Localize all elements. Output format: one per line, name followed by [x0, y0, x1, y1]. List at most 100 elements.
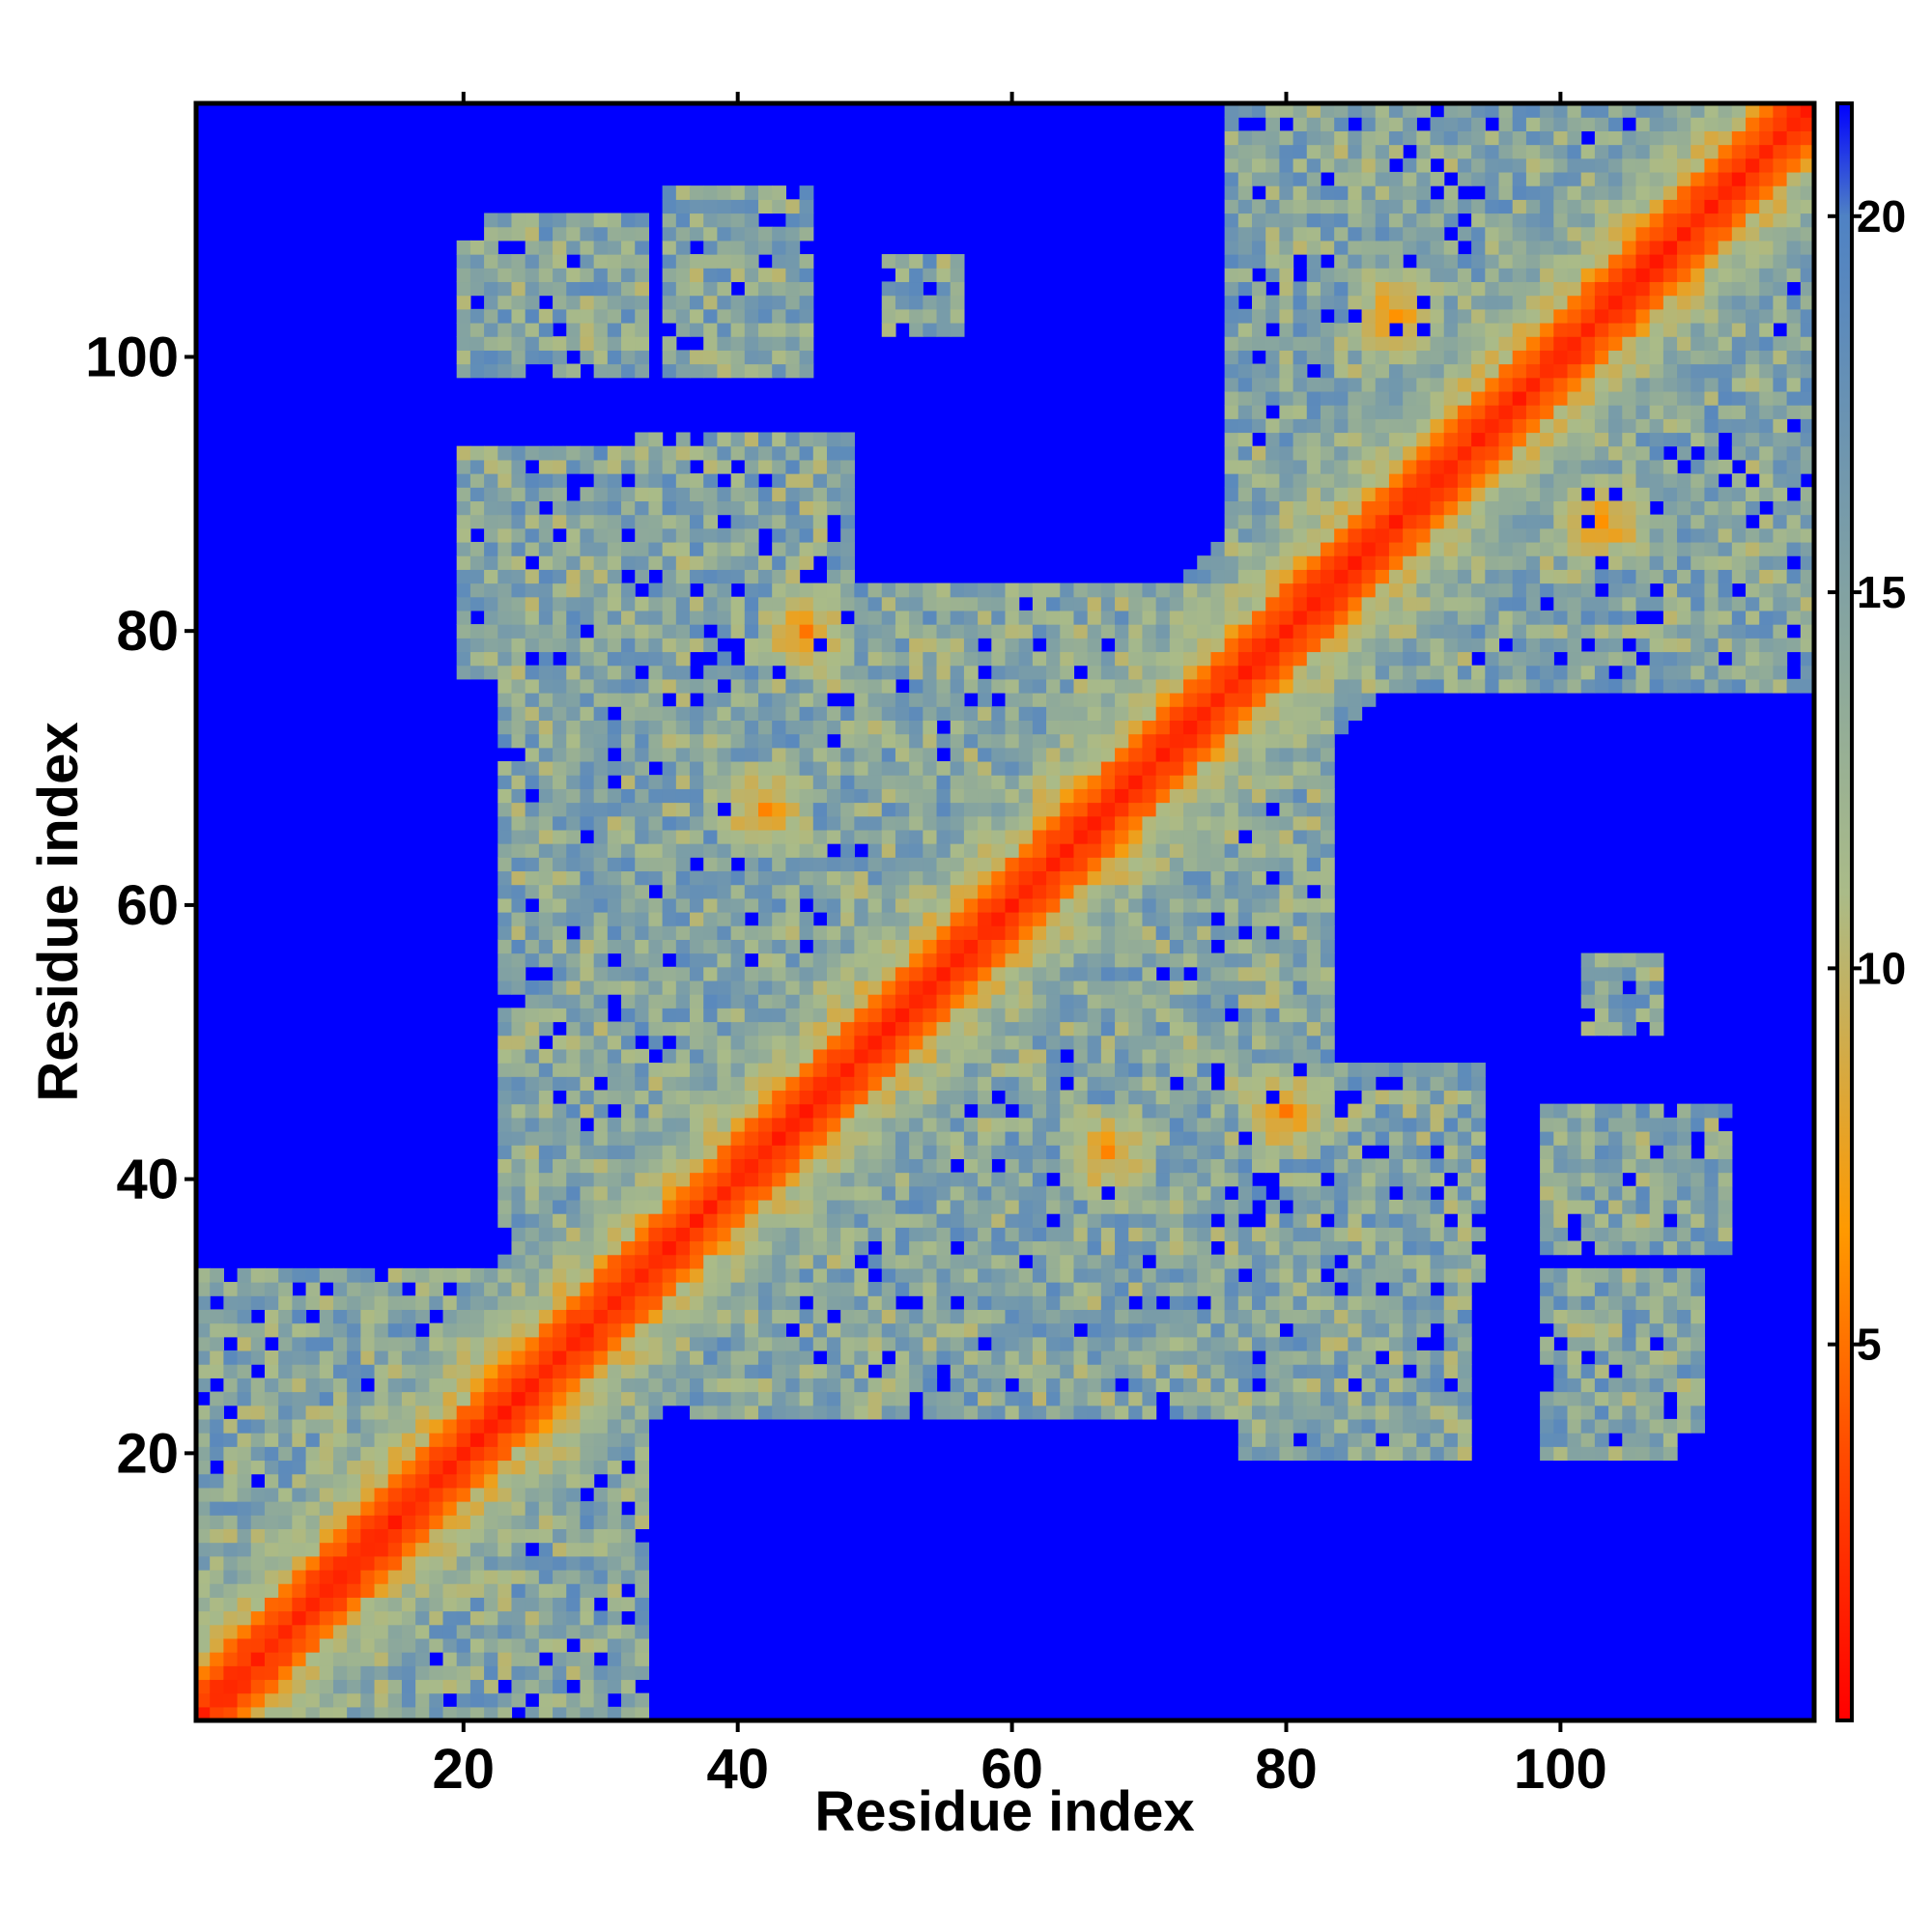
heatmap-cell	[772, 1103, 786, 1119]
heatmap-cell	[675, 1295, 691, 1311]
heatmap-cell	[730, 308, 746, 324]
heatmap-cell	[662, 638, 677, 653]
heatmap-cell	[1237, 226, 1253, 242]
heatmap-cell	[881, 1008, 896, 1023]
heatmap-cell	[469, 336, 485, 351]
heatmap-cell	[1252, 994, 1266, 1009]
heatmap-cell	[648, 733, 664, 749]
heatmap-cell	[1128, 1364, 1144, 1378]
heatmap-cell	[456, 582, 471, 598]
heatmap-cell	[278, 1610, 293, 1626]
heatmap-cell	[648, 1322, 664, 1338]
heatmap-cell	[484, 281, 498, 297]
heatmap-cell	[978, 1240, 992, 1256]
heatmap-cell	[1265, 1213, 1280, 1228]
heatmap-cell	[635, 1076, 650, 1092]
heatmap-cell	[1018, 788, 1034, 804]
heatmap-cell	[812, 829, 828, 844]
heatmap-cell	[456, 350, 471, 365]
heatmap-cell	[593, 665, 609, 680]
heatmap-cell	[635, 912, 650, 926]
heatmap-cell	[991, 1227, 1007, 1242]
heatmap-cell	[772, 1199, 786, 1214]
heatmap-cell	[292, 1322, 307, 1338]
heatmap-cell	[497, 1391, 513, 1406]
heatmap-cell	[332, 1487, 348, 1502]
heatmap-cell	[690, 1254, 704, 1269]
heatmap-cell	[757, 1158, 773, 1174]
heatmap-cell	[1073, 1295, 1089, 1311]
heatmap-cell	[305, 1679, 321, 1694]
heatmap-cell	[456, 1652, 471, 1666]
heatmap-cell	[826, 445, 841, 461]
heatmap-cell	[991, 1322, 1007, 1338]
heatmap-cell	[511, 363, 526, 379]
heatmap-cell	[744, 720, 759, 735]
heatmap-cell	[978, 624, 992, 639]
heatmap-cell	[347, 1665, 361, 1681]
heatmap-cell	[469, 1405, 485, 1420]
heatmap-cell	[607, 487, 622, 502]
heatmap-cell	[469, 1515, 485, 1529]
heatmap-cell	[497, 336, 513, 351]
heatmap-cell	[991, 1254, 1007, 1269]
heatmap-cell	[319, 1597, 334, 1612]
heatmap-cell	[401, 1610, 416, 1626]
heatmap-cell	[1142, 1364, 1157, 1378]
heatmap-cell	[690, 747, 704, 762]
heatmap-cell	[264, 1624, 279, 1639]
heatmap-cell	[1005, 1213, 1020, 1228]
heatmap-cell	[347, 1282, 361, 1296]
heatmap-cell	[401, 1433, 416, 1447]
heatmap-cell	[1197, 1103, 1212, 1119]
heatmap-cell	[772, 925, 786, 940]
heatmap-cell	[525, 720, 540, 735]
heatmap-cell	[1237, 1418, 1253, 1434]
heatmap-cell	[1087, 912, 1102, 926]
heatmap-cell	[1265, 747, 1280, 762]
heatmap-cell	[497, 651, 513, 667]
heatmap-cell	[799, 1254, 814, 1269]
heatmap-cell	[223, 1665, 239, 1681]
heatmap-cell	[895, 1336, 910, 1351]
heatmap-cell	[1237, 1172, 1253, 1187]
heatmap-cell	[703, 363, 718, 379]
heatmap-cell	[1100, 624, 1116, 639]
heatmap-cell	[923, 1048, 938, 1064]
heatmap-cell	[867, 966, 883, 981]
heatmap-cell	[730, 1309, 746, 1324]
heatmap-cell	[580, 884, 595, 899]
heatmap-cell	[621, 1652, 636, 1666]
heatmap-cell	[332, 1350, 348, 1365]
heatmap-cell	[730, 596, 746, 611]
heatmap-cell	[1005, 1117, 1020, 1132]
heatmap-cell	[1210, 541, 1226, 556]
heatmap-cell	[635, 788, 650, 804]
heatmap-cell	[1115, 624, 1129, 639]
heatmap-cell	[1060, 610, 1075, 625]
heatmap-cell	[1060, 651, 1075, 667]
heatmap-cell	[703, 459, 718, 474]
heatmap-cell	[621, 1008, 636, 1023]
heatmap-cell	[525, 527, 540, 543]
heatmap-cell	[1046, 760, 1061, 776]
heatmap-cell	[1018, 1076, 1034, 1092]
heatmap-cell	[374, 1433, 389, 1447]
heatmap-cell	[305, 1610, 321, 1626]
heatmap-cell	[854, 1199, 869, 1214]
heatmap-cell	[1018, 1336, 1034, 1351]
heatmap-cell	[785, 1090, 801, 1105]
heatmap-cell	[648, 1185, 664, 1201]
heatmap-cell	[484, 1652, 498, 1666]
heatmap-cell	[1183, 802, 1198, 817]
heatmap-cell	[593, 829, 609, 844]
heatmap-cell	[580, 555, 595, 570]
heatmap-cell	[991, 1378, 1007, 1393]
heatmap-cell	[909, 1282, 923, 1296]
heatmap-cell	[511, 473, 526, 488]
heatmap-cell	[250, 1501, 266, 1516]
heatmap-cell	[196, 1515, 211, 1529]
heatmap-cell	[978, 1090, 992, 1105]
heatmap-cell	[854, 747, 869, 762]
heatmap-cell	[1115, 1076, 1129, 1092]
